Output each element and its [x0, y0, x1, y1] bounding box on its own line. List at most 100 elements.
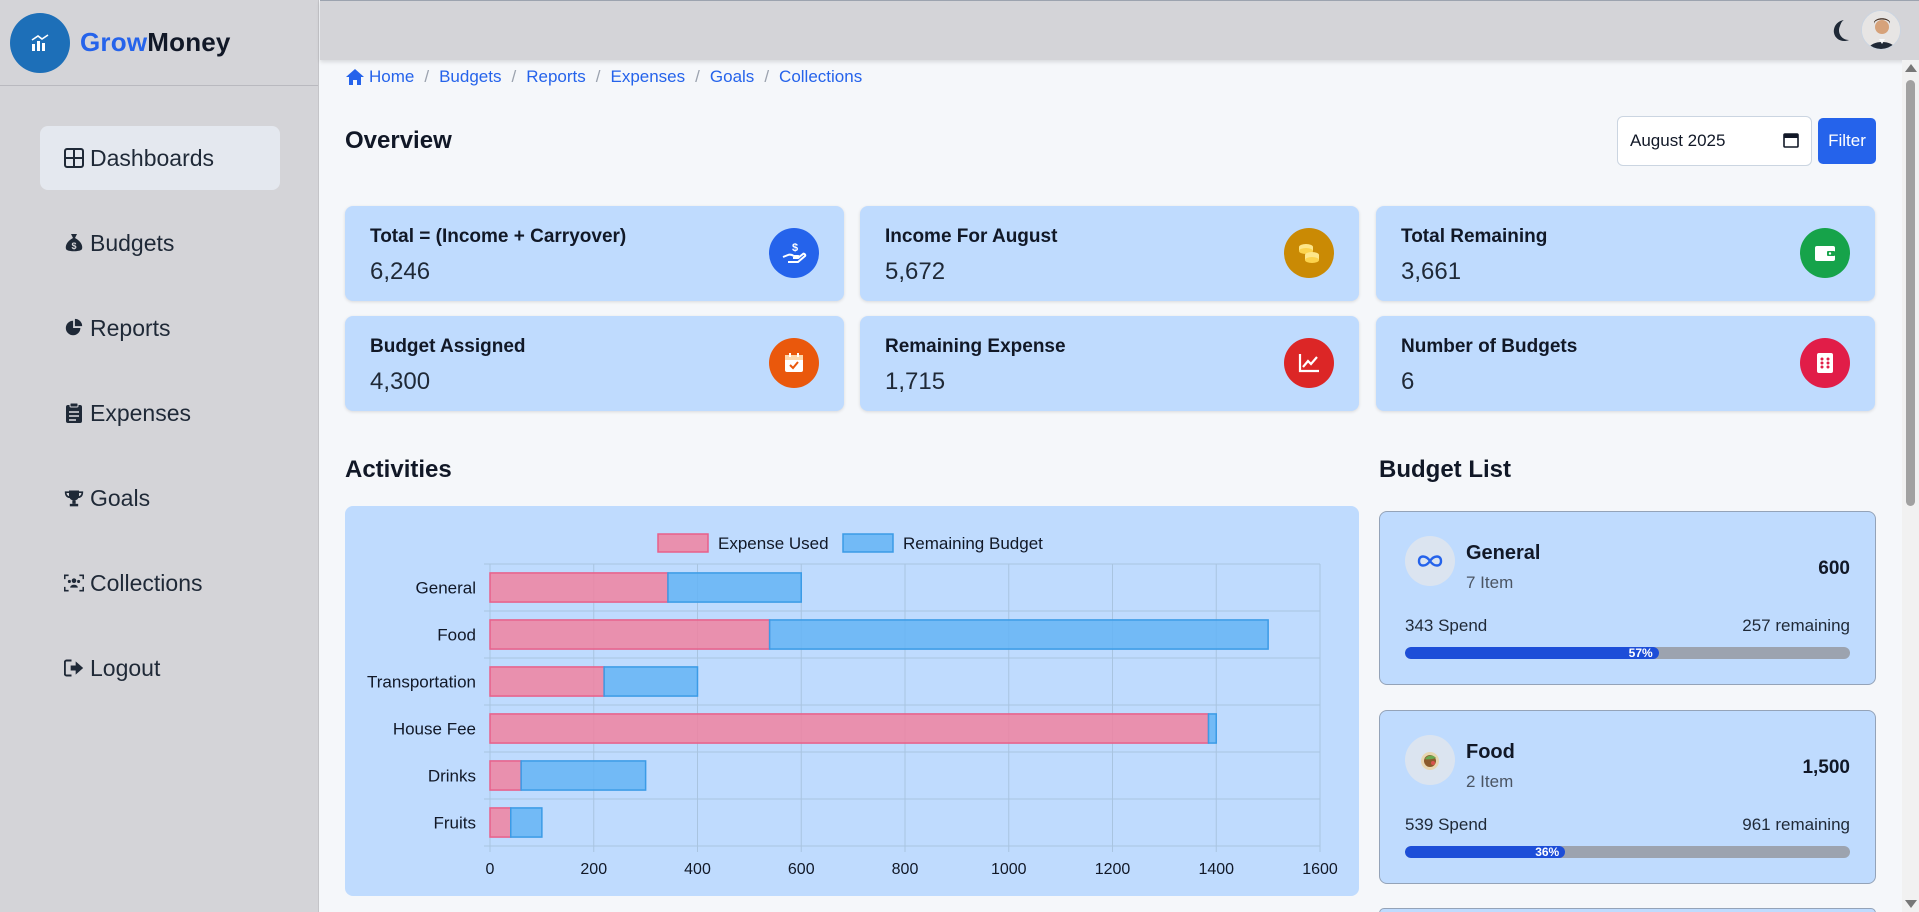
budget-card-next[interactable]: [1379, 908, 1876, 912]
budget-name: Food: [1466, 741, 1515, 763]
stat-card-income: Income For August 5,672: [860, 206, 1359, 301]
budget-card-food[interactable]: Food 2 Item 1,500 539 Spend 961 remainin…: [1379, 710, 1876, 884]
stat-label: Number of Budgets: [1401, 336, 1578, 357]
stat-value: 6,246: [370, 258, 431, 285]
sidebar-item-reports[interactable]: Reports: [40, 296, 280, 360]
budget-item-count: 7 Item: [1466, 573, 1514, 592]
topbar: [320, 0, 1919, 60]
svg-text:$: $: [71, 241, 76, 251]
budget-item-count: 2 Item: [1466, 772, 1514, 791]
infinity-icon: [1405, 536, 1455, 586]
breadcrumb-home[interactable]: Home: [369, 67, 415, 86]
filter-button[interactable]: Filter: [1818, 118, 1876, 164]
chart-legend-swatch: [842, 533, 894, 553]
stat-value: 1,715: [885, 368, 946, 395]
chart-bar-remaining-budget: [603, 666, 699, 697]
food-bowl-icon: [1405, 735, 1455, 785]
calendar-icon[interactable]: [1783, 132, 1799, 153]
chart-bar-expense-used: [489, 666, 605, 697]
chart-x-tick-label: 1600: [1302, 861, 1338, 878]
stat-card-remaining: Total Remaining 3,661: [1376, 206, 1875, 301]
stat-value: 6: [1401, 368, 1415, 395]
money-bag-icon: $: [64, 232, 84, 254]
sidebar-item-label: Expenses: [90, 399, 192, 426]
svg-text:$: $: [792, 242, 798, 254]
stat-card-total: Total = (Income + Carryover) 6,246 $: [345, 206, 844, 301]
dashboard-grid-icon: [64, 147, 84, 169]
breadcrumb-separator: /: [595, 67, 601, 86]
stat-card-remaining-expense: Remaining Expense 1,715: [860, 316, 1359, 411]
brand-name: GrowMoney: [80, 27, 231, 58]
budget-spend: 539 Spend: [1405, 815, 1488, 834]
breadcrumb-separator: /: [511, 67, 517, 86]
chart-legend-swatch: [657, 533, 709, 553]
breadcrumb-separator: /: [764, 67, 770, 86]
stat-label: Income For August: [885, 226, 1058, 247]
month-input[interactable]: August 2025: [1617, 116, 1812, 166]
brand-name-grow: Grow: [80, 27, 148, 57]
chart-category-label: Transportation: [367, 673, 476, 692]
chart-bar-remaining-budget: [1207, 713, 1217, 744]
chart-x-tick-label: 1200: [1095, 861, 1131, 878]
stat-label: Budget Assigned: [370, 336, 526, 357]
chart-x-tick-label: 200: [580, 861, 607, 878]
sidebar-item-goals[interactable]: Goals: [40, 466, 280, 530]
breadcrumb-separator: /: [695, 67, 700, 86]
scroll-down-arrow-icon[interactable]: [1905, 900, 1917, 908]
calendar-check-icon: [769, 338, 819, 388]
breadcrumb-expenses[interactable]: Expenses: [610, 67, 686, 86]
scroll-thumb[interactable]: [1906, 80, 1915, 506]
activities-chart-panel: 0 200 400 600 800 1000 1200 1400 1600 General Food…: [345, 506, 1359, 896]
overview-title: Overview: [345, 127, 452, 154]
chart-bar-expense-used: [489, 807, 512, 838]
chart-category-label: Food: [437, 626, 476, 645]
budget-progress-fill: [1405, 846, 1566, 858]
breadcrumb-reports[interactable]: Reports: [526, 67, 586, 86]
breadcrumb-budgets[interactable]: Budgets: [439, 67, 502, 86]
user-avatar[interactable]: [1861, 10, 1901, 50]
sidebar-item-label: Dashboards: [90, 144, 215, 171]
sidebar-item-budgets[interactable]: $ Budgets: [40, 211, 280, 275]
sidebar-item-expenses[interactable]: Expenses: [40, 381, 280, 445]
brand-name-money: Money: [147, 27, 231, 57]
budget-card-general[interactable]: General 7 Item 600 343 Spend 257 remaini…: [1379, 511, 1876, 685]
chart-legend-label: Expense Used: [718, 534, 829, 553]
sidebar-item-collections[interactable]: Collections: [40, 551, 280, 615]
sidebar-item-logout[interactable]: Logout: [40, 636, 280, 700]
stat-card-budget-assigned: Budget Assigned 4,300: [345, 316, 844, 411]
moon-icon[interactable]: [1827, 18, 1853, 49]
sidebar-item-label: Logout: [90, 654, 161, 681]
sidebar: GrowMoney Dashboards $ Budgets Reports E…: [0, 0, 319, 912]
chart-bar-expense-used: [489, 572, 669, 603]
budget-spend: 343 Spend: [1405, 616, 1488, 635]
chart-bar-remaining-budget: [768, 619, 1269, 650]
sidebar-item-label: Goals: [90, 484, 151, 511]
wallet-icon: [1800, 228, 1850, 278]
sidebar-item-label: Reports: [90, 314, 171, 341]
activities-chart: 0 200 400 600 800 1000 1200 1400 1600 General Food…: [367, 533, 1338, 878]
chart-x-tick-label: 0: [486, 861, 495, 878]
budget-progress-bar: [1405, 846, 1850, 858]
stat-value: 3,661: [1401, 258, 1462, 285]
budget-remaining: 961 remaining: [1742, 815, 1850, 834]
chart-category-label: Fruits: [434, 814, 477, 833]
breadcrumb-goals[interactable]: Goals: [709, 67, 755, 86]
sidebar-item-label: Collections: [90, 569, 203, 596]
chart-x-tick-label: 400: [684, 861, 711, 878]
stat-value: 4,300: [370, 368, 431, 395]
clipboard-icon: [64, 402, 84, 424]
home-icon[interactable]: [345, 68, 365, 86]
activities-title: Activities: [345, 456, 452, 483]
logout-icon: [64, 657, 84, 679]
breadcrumb-separator: /: [424, 67, 430, 86]
sidebar-nav: Dashboards $ Budgets Reports Expenses Go…: [40, 126, 280, 721]
brand[interactable]: GrowMoney: [0, 0, 318, 86]
page-scrollbar[interactable]: [1902, 60, 1919, 912]
budget-progress-label: 57%: [1628, 646, 1653, 660]
chart-bar-remaining-budget: [667, 572, 802, 603]
chart-category-label: Drinks: [428, 767, 476, 786]
scroll-up-arrow-icon[interactable]: [1905, 64, 1917, 72]
calculator-icon: [1800, 338, 1850, 388]
sidebar-item-dashboards[interactable]: Dashboards: [40, 126, 280, 190]
breadcrumb-collections[interactable]: Collections: [779, 67, 863, 86]
